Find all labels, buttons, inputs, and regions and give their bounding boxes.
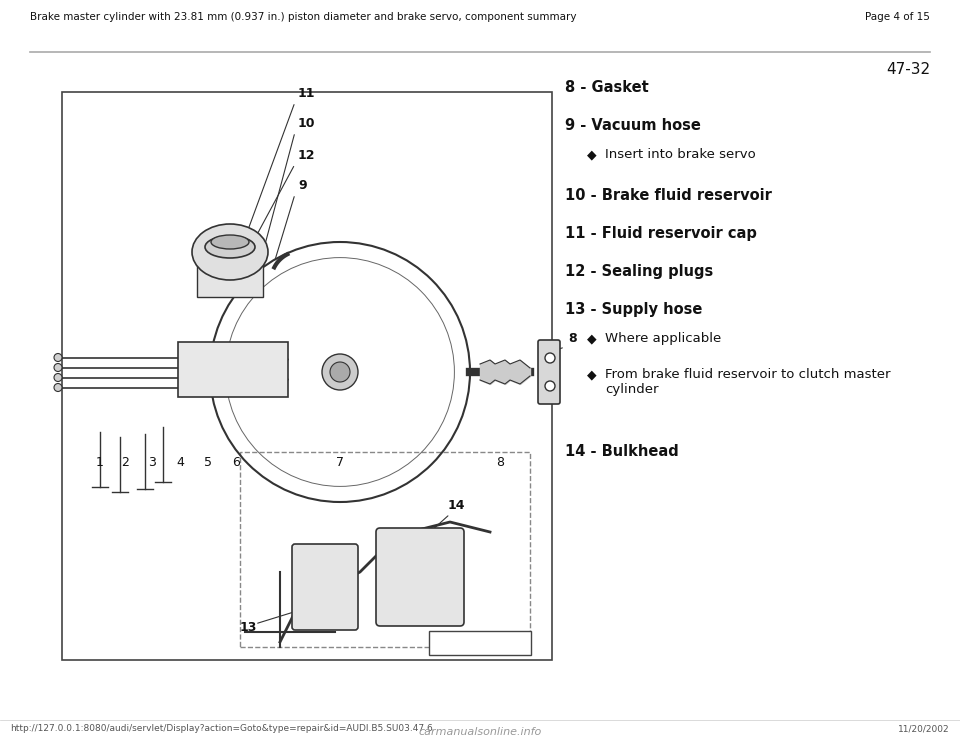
Text: ◆: ◆: [587, 368, 596, 381]
Circle shape: [322, 354, 358, 390]
Circle shape: [54, 353, 62, 361]
Ellipse shape: [205, 236, 255, 258]
Text: 12: 12: [298, 149, 316, 162]
Text: 4: 4: [176, 456, 184, 468]
Text: http://127.0.0.1:8080/audi/servlet/Display?action=Goto&type=repair&id=AUDI.B5.SU: http://127.0.0.1:8080/audi/servlet/Displ…: [10, 724, 433, 733]
Text: From brake fluid reservoir to clutch master
cylinder: From brake fluid reservoir to clutch mas…: [605, 368, 891, 396]
Circle shape: [545, 353, 555, 363]
Text: 13: 13: [240, 621, 257, 634]
Text: 10 - Brake fluid reservoir: 10 - Brake fluid reservoir: [565, 188, 772, 203]
Ellipse shape: [192, 224, 268, 280]
Bar: [178, 342, 288, 397]
Text: Where applicable: Where applicable: [605, 332, 721, 345]
Bar: [240, 452, 530, 647]
Text: carmanualsonline.info: carmanualsonline.info: [419, 727, 541, 737]
Text: 8: 8: [496, 456, 504, 468]
Text: 5: 5: [204, 456, 212, 468]
Text: 47-32: 47-32: [886, 62, 930, 77]
Text: 11 - Fluid reservoir cap: 11 - Fluid reservoir cap: [565, 226, 756, 241]
Text: 9 - Vacuum hose: 9 - Vacuum hose: [565, 118, 701, 133]
Circle shape: [54, 384, 62, 392]
Text: 10: 10: [298, 117, 316, 130]
Text: 6: 6: [232, 456, 240, 468]
Text: ◆: ◆: [587, 332, 596, 345]
Circle shape: [54, 364, 62, 372]
Ellipse shape: [211, 235, 249, 249]
Bar: [62, 92, 552, 660]
FancyBboxPatch shape: [429, 631, 531, 655]
Text: 3: 3: [148, 456, 156, 468]
Text: 8 - Gasket: 8 - Gasket: [565, 80, 649, 95]
FancyBboxPatch shape: [292, 544, 358, 630]
Text: Brake master cylinder with 23.81 mm (0.937 in.) piston diameter and brake servo,: Brake master cylinder with 23.81 mm (0.9…: [30, 12, 577, 22]
Text: 14 - Bulkhead: 14 - Bulkhead: [565, 444, 679, 459]
Text: 12 - Sealing plugs: 12 - Sealing plugs: [565, 264, 713, 279]
Circle shape: [54, 373, 62, 381]
FancyBboxPatch shape: [538, 340, 560, 404]
Circle shape: [545, 381, 555, 391]
Text: 9: 9: [298, 179, 306, 192]
Text: 2: 2: [121, 456, 129, 468]
FancyBboxPatch shape: [376, 528, 464, 626]
Bar: [197, 252, 263, 297]
Text: N47-0082: N47-0082: [452, 638, 508, 648]
Text: 8: 8: [568, 332, 577, 345]
Text: 11: 11: [298, 87, 316, 100]
Text: ◆: ◆: [587, 148, 596, 161]
Text: 11/20/2002: 11/20/2002: [899, 724, 950, 733]
Text: Insert into brake servo: Insert into brake servo: [605, 148, 756, 161]
Text: Page 4 of 15: Page 4 of 15: [865, 12, 930, 22]
Text: 14: 14: [448, 499, 466, 512]
Text: 1: 1: [96, 456, 104, 468]
Circle shape: [330, 362, 350, 382]
Text: 7: 7: [336, 456, 344, 468]
Text: 13 - Supply hose: 13 - Supply hose: [565, 302, 703, 317]
